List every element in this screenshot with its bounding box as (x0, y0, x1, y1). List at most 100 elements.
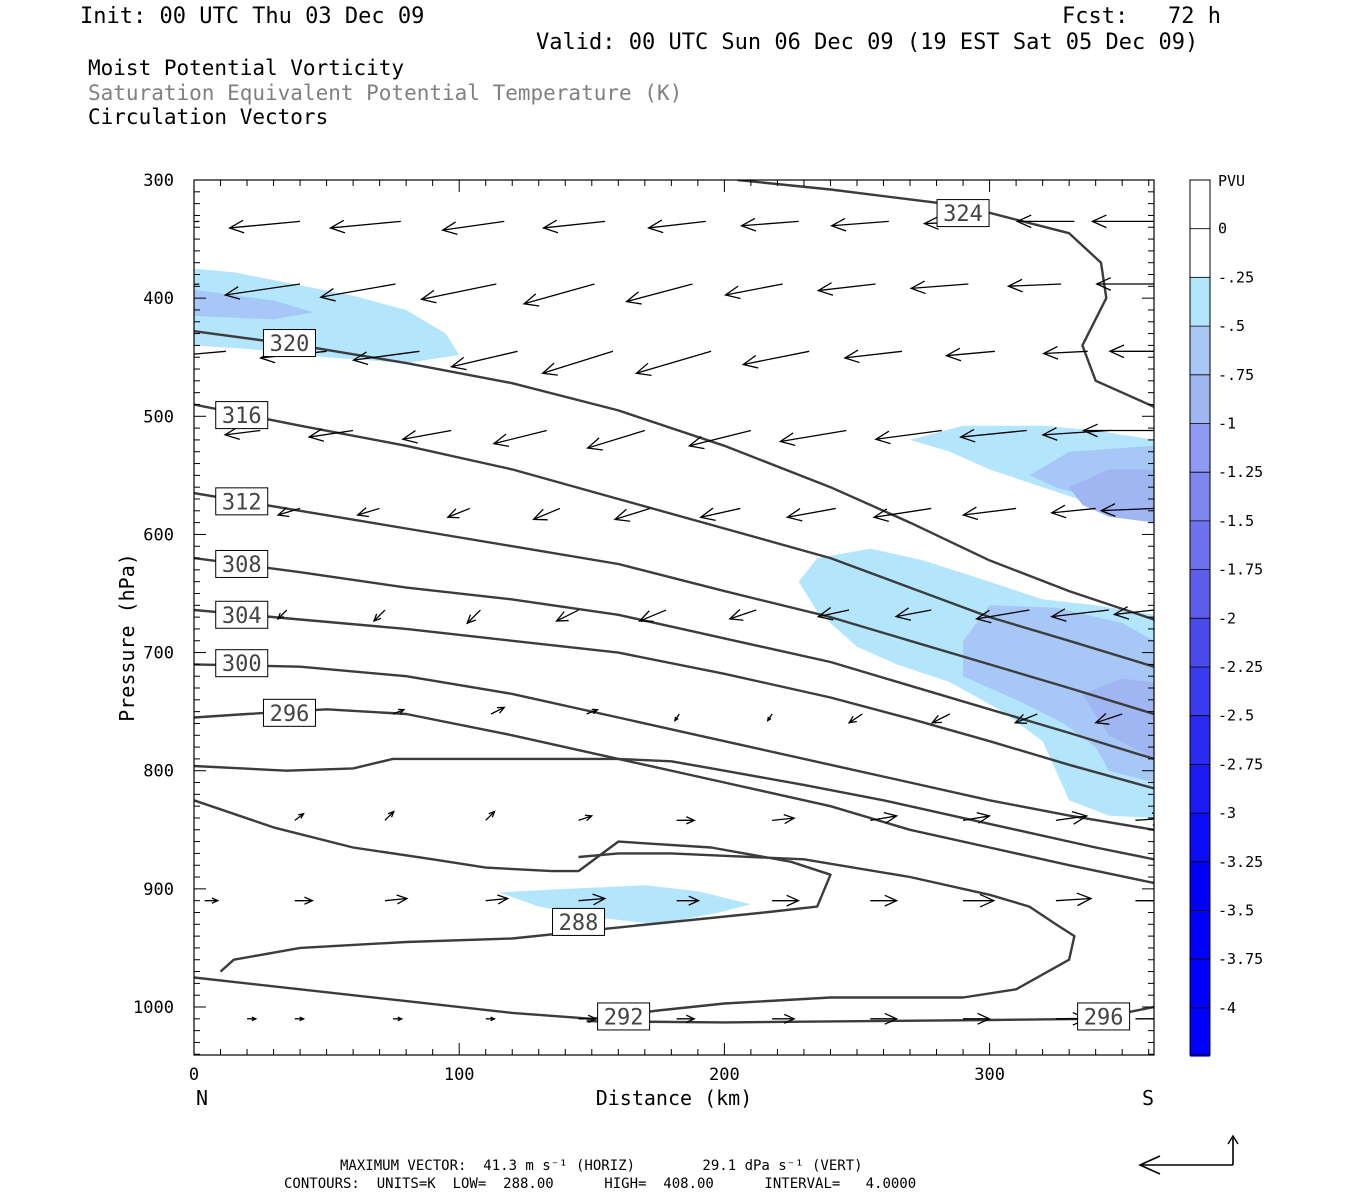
vector-arrow (847, 713, 863, 724)
vector-arrow (723, 283, 783, 300)
vector-arrow (401, 429, 452, 444)
vector-arrow (1108, 344, 1154, 359)
y-tick-label: 600 (143, 525, 174, 545)
vector-arrow (741, 350, 810, 369)
colorbar-label: -3.75 (1218, 950, 1263, 968)
x-axis-title: Distance (km) (596, 1086, 753, 1110)
colorbar-box (1190, 764, 1210, 814)
x-tick-label: 300 (974, 1065, 1005, 1085)
vector-arrow (1082, 423, 1154, 438)
title-vectors: Circulation Vectors (88, 105, 329, 129)
theta-contour (194, 491, 1154, 716)
vector-arrow (625, 283, 693, 305)
vector-arrow (307, 428, 354, 442)
vector-arrow (228, 219, 301, 234)
vector-arrow (1055, 892, 1093, 907)
y-tick-label: 800 (143, 762, 174, 782)
vector-arrow (613, 507, 651, 522)
vector-arrow (676, 895, 701, 906)
vector-arrow (843, 349, 903, 364)
vector-arrow (1090, 214, 1154, 229)
init-time: Init: 00 UTC Thu 03 Dec 09 (80, 4, 425, 29)
theta-contour (194, 852, 1076, 1020)
colorbar-box (1190, 520, 1210, 570)
vector-arrow (870, 1012, 899, 1025)
vector-arrow (638, 609, 667, 623)
vector-arrow (328, 219, 401, 234)
vector-arrow (963, 1012, 992, 1025)
colorbar-label: -.75 (1218, 366, 1254, 384)
vector-arrow (816, 282, 876, 296)
vector-arrow (485, 1016, 497, 1022)
vector-arrow (419, 283, 497, 304)
contour-label: 300 (215, 649, 269, 678)
x-end-label-n: N (196, 1086, 208, 1110)
vector-arrow (1055, 811, 1089, 825)
contour-label: 308 (215, 549, 269, 578)
svg-text:308: 308 (222, 553, 262, 578)
colorbar-box (1190, 277, 1210, 327)
vector-arrow (962, 811, 992, 824)
contour-label: 312 (215, 487, 269, 516)
vector-arrow (441, 220, 505, 236)
vector-arrow (586, 708, 599, 715)
vector-arrow (728, 609, 757, 621)
contour-note: CONTOURS: UNITS=K LOW= 288.00 HIGH= 408.… (284, 1176, 917, 1192)
svg-text:316: 316 (222, 404, 262, 429)
vector-arrow (247, 1016, 258, 1022)
svg-text:320: 320 (270, 332, 310, 357)
vector-arrow (490, 706, 506, 715)
vector-arrow (194, 350, 226, 355)
vector-arrow (541, 219, 606, 234)
y-tick-label: 900 (143, 880, 174, 900)
vector-arrow (1041, 427, 1109, 441)
y-tick-label: 700 (143, 644, 174, 664)
vector-arrow (772, 1013, 796, 1024)
colorbar-label: -.5 (1218, 317, 1245, 335)
svg-text:296: 296 (270, 702, 310, 727)
colorbar-label: -4 (1218, 999, 1236, 1017)
vector-arrow (532, 507, 561, 521)
vector-arrow (492, 429, 547, 448)
y-axis-title: Pressure (hPa) (115, 553, 139, 722)
vector-arrow (739, 217, 799, 232)
colorbar-frame (1189, 179, 1211, 1056)
vector-arrow (930, 713, 951, 724)
vector-arrow (294, 1016, 306, 1022)
vector-arrow (392, 708, 406, 715)
title-mpv: Moist Potential Vorticity (88, 56, 405, 80)
vector-arrow (1050, 504, 1096, 519)
colorbar-box (1190, 423, 1210, 473)
y-tick-label: 300 (143, 171, 174, 191)
colorbar-label: -2.75 (1218, 755, 1263, 773)
colorbar-label: -3.25 (1218, 853, 1263, 871)
svg-text:292: 292 (604, 1005, 644, 1030)
vector-arrow (194, 220, 200, 223)
vector-arrow (1099, 503, 1154, 517)
vector-arrow (676, 816, 696, 825)
svg-text:288: 288 (559, 911, 599, 936)
colorbar-box (1190, 861, 1210, 911)
contour-label: 296 (262, 698, 316, 727)
vector-arrow (1015, 214, 1075, 229)
vector-arrow (392, 1016, 404, 1022)
colorbar-box (1190, 374, 1210, 424)
colorbar: PVU 0 -.25 -.5 -.75 -1 -1.25 -1.5 -1.75 -2 -2.25 -2… (1189, 172, 1263, 1057)
vector-arrow (1112, 606, 1154, 620)
vector-arrow (276, 609, 288, 620)
pv-region (194, 289, 314, 320)
vector-arrow (578, 814, 594, 822)
y-tick-label: 1000 (133, 998, 174, 1018)
vector-arrow (1013, 713, 1038, 724)
contour-label: 296 (1077, 1002, 1131, 1031)
vector-arrow (446, 507, 471, 519)
colorbar-box (1190, 1007, 1210, 1057)
vector-arrow (384, 894, 409, 905)
vector-arrow (699, 507, 741, 521)
vector-arrow (384, 810, 395, 821)
pv-fills (194, 268, 1154, 925)
colorbar-label: -1.25 (1218, 463, 1263, 481)
vector-arrow (223, 283, 301, 300)
colorbar-box (1190, 618, 1210, 667)
colorbar-box (1190, 472, 1210, 521)
